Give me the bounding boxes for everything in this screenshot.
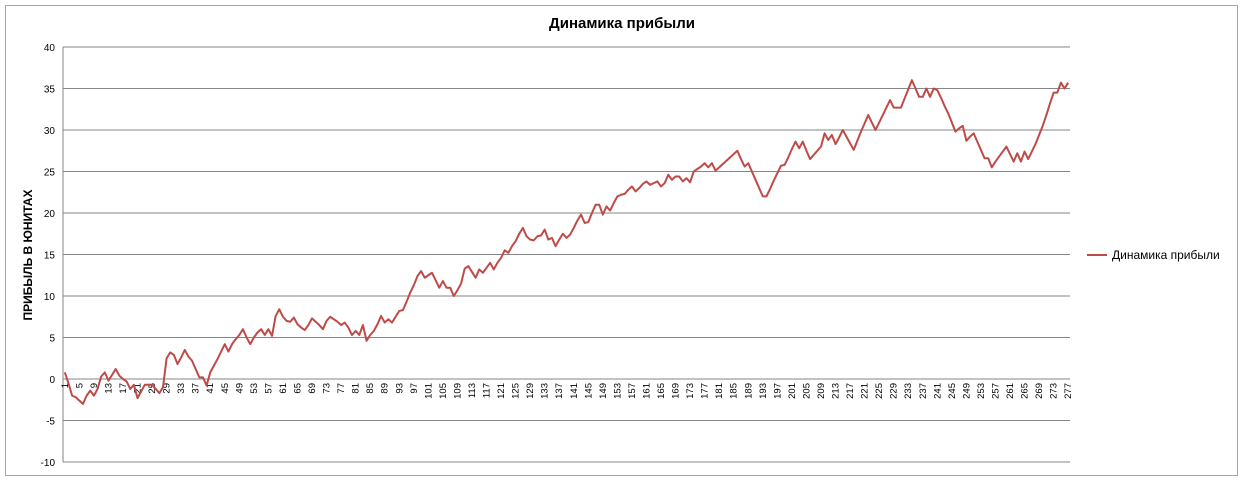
x-tick-label: 221: [860, 383, 871, 399]
x-tick-label: 121: [496, 383, 507, 399]
x-tick-label: 261: [1005, 383, 1016, 399]
x-tick-label: 65: [292, 383, 303, 394]
x-tick-label: 201: [787, 383, 798, 399]
x-tick-label: 173: [685, 383, 696, 399]
x-tick-label: 177: [700, 383, 711, 399]
x-tick-label: 169: [671, 383, 682, 399]
x-tick-label: 53: [249, 383, 260, 394]
x-tick-label: 13: [103, 383, 114, 394]
x-tick-label: 217: [845, 383, 856, 399]
y-tick-label: 40: [44, 43, 56, 54]
x-tick-label: 25: [147, 383, 158, 394]
x-tick-label: 237: [918, 383, 929, 399]
y-tick-label: 25: [44, 168, 56, 179]
x-tick-label: 21: [133, 383, 144, 394]
x-tick-label: 129: [525, 383, 536, 399]
x-tick-label: 17: [118, 383, 129, 394]
x-tick-label: 9: [89, 383, 100, 388]
x-tick-label: 49: [234, 383, 245, 394]
x-tick-label: 265: [1020, 383, 1031, 399]
x-tick-label: 193: [758, 383, 769, 399]
x-tick-label: 57: [263, 383, 274, 394]
y-tick-label: 0: [49, 375, 55, 386]
y-tick-label: 10: [44, 292, 56, 303]
x-tick-label: 37: [191, 383, 202, 394]
x-tick-label: 73: [322, 383, 333, 394]
y-tick-label: 30: [44, 126, 56, 137]
chart-border: [5, 5, 1238, 476]
y-tick-label: 35: [44, 85, 56, 96]
x-tick-label: 41: [205, 383, 216, 394]
y-tick-label: -5: [46, 417, 55, 428]
x-tick-label: 209: [816, 383, 827, 399]
y-tick-label: -10: [41, 458, 56, 469]
x-tick-label: 225: [874, 383, 885, 399]
x-tick-label: 185: [729, 383, 740, 399]
x-tick-label: 153: [612, 383, 623, 399]
x-tick-label: 1: [60, 383, 71, 388]
x-tick-label: 133: [540, 383, 551, 399]
x-tick-label: 257: [990, 383, 1001, 399]
x-tick-label: 69: [307, 383, 318, 394]
x-tick-label: 97: [409, 383, 420, 394]
x-tick-label: 273: [1049, 383, 1060, 399]
y-tick-label: 20: [44, 209, 56, 220]
x-tick-label: 61: [278, 383, 289, 394]
x-tick-label: 77: [336, 383, 347, 394]
x-tick-label: 125: [511, 383, 522, 399]
x-tick-label: 45: [220, 383, 231, 394]
x-tick-label: 149: [598, 383, 609, 399]
x-tick-label: 233: [903, 383, 914, 399]
x-tick-label: 269: [1034, 383, 1045, 399]
x-tick-label: 249: [961, 383, 972, 399]
x-tick-label: 161: [641, 383, 652, 399]
x-tick-label: 117: [482, 383, 493, 398]
x-tick-label: 229: [889, 383, 900, 399]
x-tick-label: 109: [452, 383, 463, 399]
x-tick-label: 157: [627, 383, 638, 399]
x-tick-label: 93: [394, 383, 405, 394]
x-tick-label: 33: [176, 383, 187, 394]
x-tick-label: 105: [438, 383, 449, 399]
x-tick-label: 241: [932, 383, 943, 399]
x-tick-label: 197: [772, 383, 783, 399]
x-tick-label: 277: [1063, 383, 1074, 399]
x-tick-label: 253: [976, 383, 987, 399]
x-tick-label: 5: [74, 383, 85, 388]
chart-title: Динамика прибыли: [549, 15, 695, 32]
x-tick-label: 101: [423, 383, 434, 399]
x-tick-label: 165: [656, 383, 667, 399]
series-line: [63, 79, 1070, 405]
y-axis-title: ПРИБЫЛЬ В ЮНИТАХ: [21, 190, 35, 321]
x-tick-label: 213: [831, 383, 842, 399]
x-tick-label: 145: [583, 383, 594, 399]
x-tick-label: 89: [380, 383, 391, 394]
x-tick-label: 181: [714, 383, 725, 399]
x-tick-label: 137: [554, 383, 565, 399]
legend-label: Динамика прибыли: [1112, 248, 1220, 262]
x-tick-label: 205: [801, 383, 812, 399]
x-tick-label: 189: [743, 383, 754, 399]
y-tick-label: 5: [49, 334, 55, 345]
y-tick-label: 15: [44, 251, 56, 262]
x-tick-label: 141: [569, 383, 580, 399]
x-tick-label: 29: [162, 383, 173, 394]
x-tick-label: 81: [351, 383, 362, 394]
x-tick-label: 113: [467, 383, 478, 398]
x-tick-label: 245: [947, 383, 958, 399]
x-tick-label: 85: [365, 383, 376, 394]
